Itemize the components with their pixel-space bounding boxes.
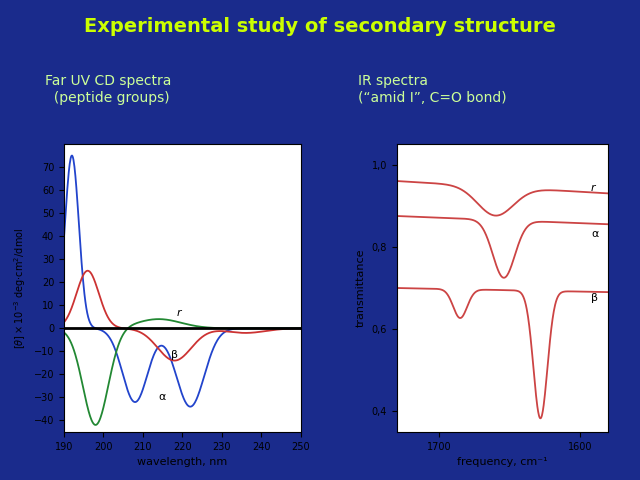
- Text: α: α: [591, 228, 598, 239]
- Text: Experimental study of secondary structure: Experimental study of secondary structur…: [84, 17, 556, 36]
- Text: β: β: [171, 350, 177, 360]
- Text: Far UV CD spectra
  (peptide groups): Far UV CD spectra (peptide groups): [45, 74, 171, 105]
- X-axis label: frequency, cm⁻¹: frequency, cm⁻¹: [457, 457, 548, 467]
- Text: α: α: [159, 392, 166, 402]
- Text: r: r: [591, 183, 596, 193]
- X-axis label: wavelength, nm: wavelength, nm: [137, 457, 228, 467]
- Y-axis label: $[\theta]\times10^{-3}$ deg$\cdot$cm$^2$/dmol: $[\theta]\times10^{-3}$ deg$\cdot$cm$^2$…: [12, 228, 28, 348]
- Text: r: r: [177, 308, 181, 318]
- Text: IR spectra
(“amid I”, C=O bond): IR spectra (“amid I”, C=O bond): [358, 74, 507, 105]
- Text: β: β: [591, 293, 598, 303]
- Y-axis label: transmittance: transmittance: [356, 249, 366, 327]
